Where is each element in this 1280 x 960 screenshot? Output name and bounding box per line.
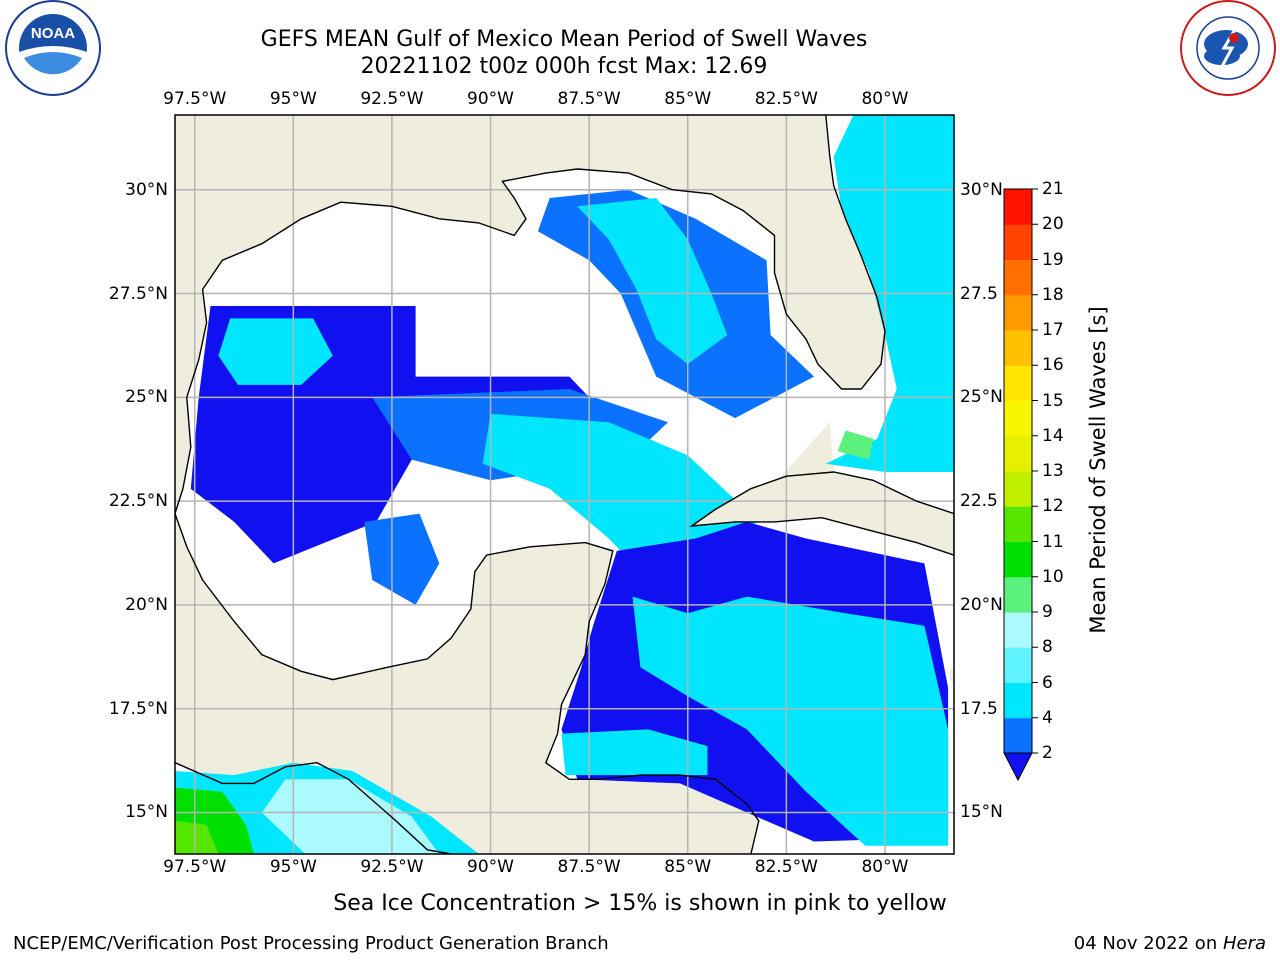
colorbar-tick-label: 16 [1042, 355, 1064, 376]
footer-machine: Hera [1222, 933, 1266, 954]
x-tick-label-bottom: 85°W [664, 857, 712, 877]
y-tick-label-left: 25°N [125, 387, 168, 408]
colorbar-tick-label: 15 [1042, 390, 1064, 411]
map-area [175, 115, 954, 854]
x-tick-label-top: 85°W [664, 89, 712, 109]
colorbar-tick-label: 17 [1042, 320, 1064, 340]
colorbar-tick-label: 12 [1042, 496, 1064, 517]
colorbar-tick-label: 13 [1042, 461, 1064, 481]
pacific-coastline [175, 761, 452, 854]
colorbar-tick-label: 18 [1042, 284, 1064, 305]
colorbar-bin [1004, 506, 1032, 542]
y-tick-label-right: 17.5 [960, 698, 998, 719]
gulf-coastline [175, 168, 862, 514]
colorbar-bin [1004, 189, 1032, 225]
colorbar-bin [1004, 647, 1032, 683]
y-tick-label-right: 27.5 [960, 283, 998, 304]
region-bahamas-9-10 [837, 430, 874, 460]
colorbar-bin [1004, 294, 1032, 331]
x-tick-label-top: 95°W [269, 89, 317, 109]
region-caribbean-4-6 [632, 596, 949, 846]
region-eastern-gulf-4-6 [577, 198, 728, 365]
colorbar-bin [1004, 400, 1032, 437]
x-tick-label-top: 97.5°W [163, 89, 227, 109]
colorbar-bin [1004, 471, 1032, 507]
region-western-swell-4-6 [218, 318, 333, 385]
y-tick-label-left: 30°N [125, 179, 168, 200]
y-tick-label-right: 20°N [960, 594, 1003, 615]
colorbar-bin [1004, 224, 1032, 260]
colorbar-bin [1004, 576, 1032, 613]
noaa-logo: NOAA [5, 0, 101, 96]
chart-title: GEFS MEAN Gulf of Mexico Mean Period of … [260, 27, 868, 52]
y-tick-label-left: 20°N [125, 594, 168, 615]
region-central-gulf-4-6 [482, 413, 759, 576]
region-bay-of-campeche-2-4 [364, 513, 440, 605]
colorbar-tick-label: 21 [1042, 179, 1064, 199]
graticule [175, 115, 954, 854]
map-frame [174, 114, 955, 855]
x-tick-label-bottom: 97.5°W [163, 857, 227, 877]
y-tick-label-right: 30°N [960, 179, 1003, 200]
florida-east-coastline [825, 115, 886, 390]
colorbar-bin [1004, 682, 1032, 719]
noaa-logo-text: NOAA [31, 25, 75, 42]
colorbar-tick-label: 9 [1042, 602, 1053, 622]
y-tick-label-left: 15°N [125, 802, 168, 823]
x-tick-label-bottom: 82.5°W [754, 857, 818, 877]
caribbean-coastline [175, 513, 760, 854]
colorbar-tick-label: 6 [1042, 672, 1053, 693]
chart-subtitle: 20221102 t00z 000h fcst Max: 12.69 [360, 54, 768, 79]
x-tick-label-top: 82.5°W [754, 89, 818, 109]
y-tick-label-left: 17.5°N [108, 698, 168, 719]
cuba-land [691, 472, 954, 556]
jamaica-land [950, 667, 954, 684]
x-tick-label-top: 87.5°W [557, 89, 621, 109]
region-pacific-8-9 [261, 779, 440, 854]
region-honduras-coast-4-6 [561, 729, 708, 776]
x-tick-label-bottom: 87.5°W [557, 857, 621, 877]
colorbar-bin [1004, 717, 1032, 754]
x-tick-label-top: 80°W [861, 89, 909, 109]
colorbar-bin [1004, 612, 1032, 648]
colorbar-bin [1004, 541, 1032, 578]
footer-date: 04 Nov 2022 on Hera [1074, 933, 1266, 954]
colorbar-tick-label: 10 [1042, 566, 1064, 587]
y-tick-label-left: 22.5°N [108, 491, 168, 512]
colorbar-bin [1004, 365, 1032, 401]
footer-date-text: 04 Nov 2022 on [1073, 933, 1223, 954]
colorbar-tick-label: 14 [1042, 425, 1064, 446]
colorbar-tick-label: 20 [1042, 214, 1064, 235]
colorbar-tick-label: 4 [1042, 707, 1053, 728]
x-tick-label-bottom: 95°W [269, 857, 317, 877]
y-tick-label-right: 25°N [960, 387, 1003, 408]
region-pacific-11-12 [175, 820, 219, 854]
x-tick-label-bottom: 80°W [861, 857, 909, 877]
y-tick-label-right: 15°N [960, 802, 1003, 823]
y-tick-label-right: 22.5 [960, 491, 998, 512]
sea-ice-note: Sea Ice Concentration > 15% is shown in … [333, 891, 947, 916]
colorbar-tick-label: 19 [1042, 249, 1064, 270]
colorbar [1003, 188, 1038, 782]
footer-credit: NCEP/EMC/Verification Post Processing Pr… [13, 933, 609, 954]
nws-logo [1180, 0, 1276, 96]
x-tick-label-top: 90°W [467, 89, 515, 109]
x-tick-label-bottom: 92.5°W [360, 857, 424, 877]
colorbar-bin [1004, 259, 1032, 296]
cuba-coastline [689, 471, 954, 556]
colorbar-under-arrow [1003, 752, 1033, 782]
x-tick-label-bottom: 90°W [467, 857, 515, 877]
colorbar-tick-label: 2 [1042, 743, 1053, 763]
colorbar-bin [1004, 330, 1032, 366]
x-tick-label-top: 92.5°W [360, 89, 424, 109]
colorbar-bin [1004, 435, 1032, 472]
colorbar-tick-label: 8 [1042, 637, 1053, 658]
colorbar-tick-label: 11 [1042, 531, 1064, 552]
colorbar-label: Mean Period of Swell Waves [s] [1086, 306, 1110, 634]
swell-period-field [175, 115, 954, 854]
y-tick-label-left: 27.5°N [108, 283, 168, 304]
